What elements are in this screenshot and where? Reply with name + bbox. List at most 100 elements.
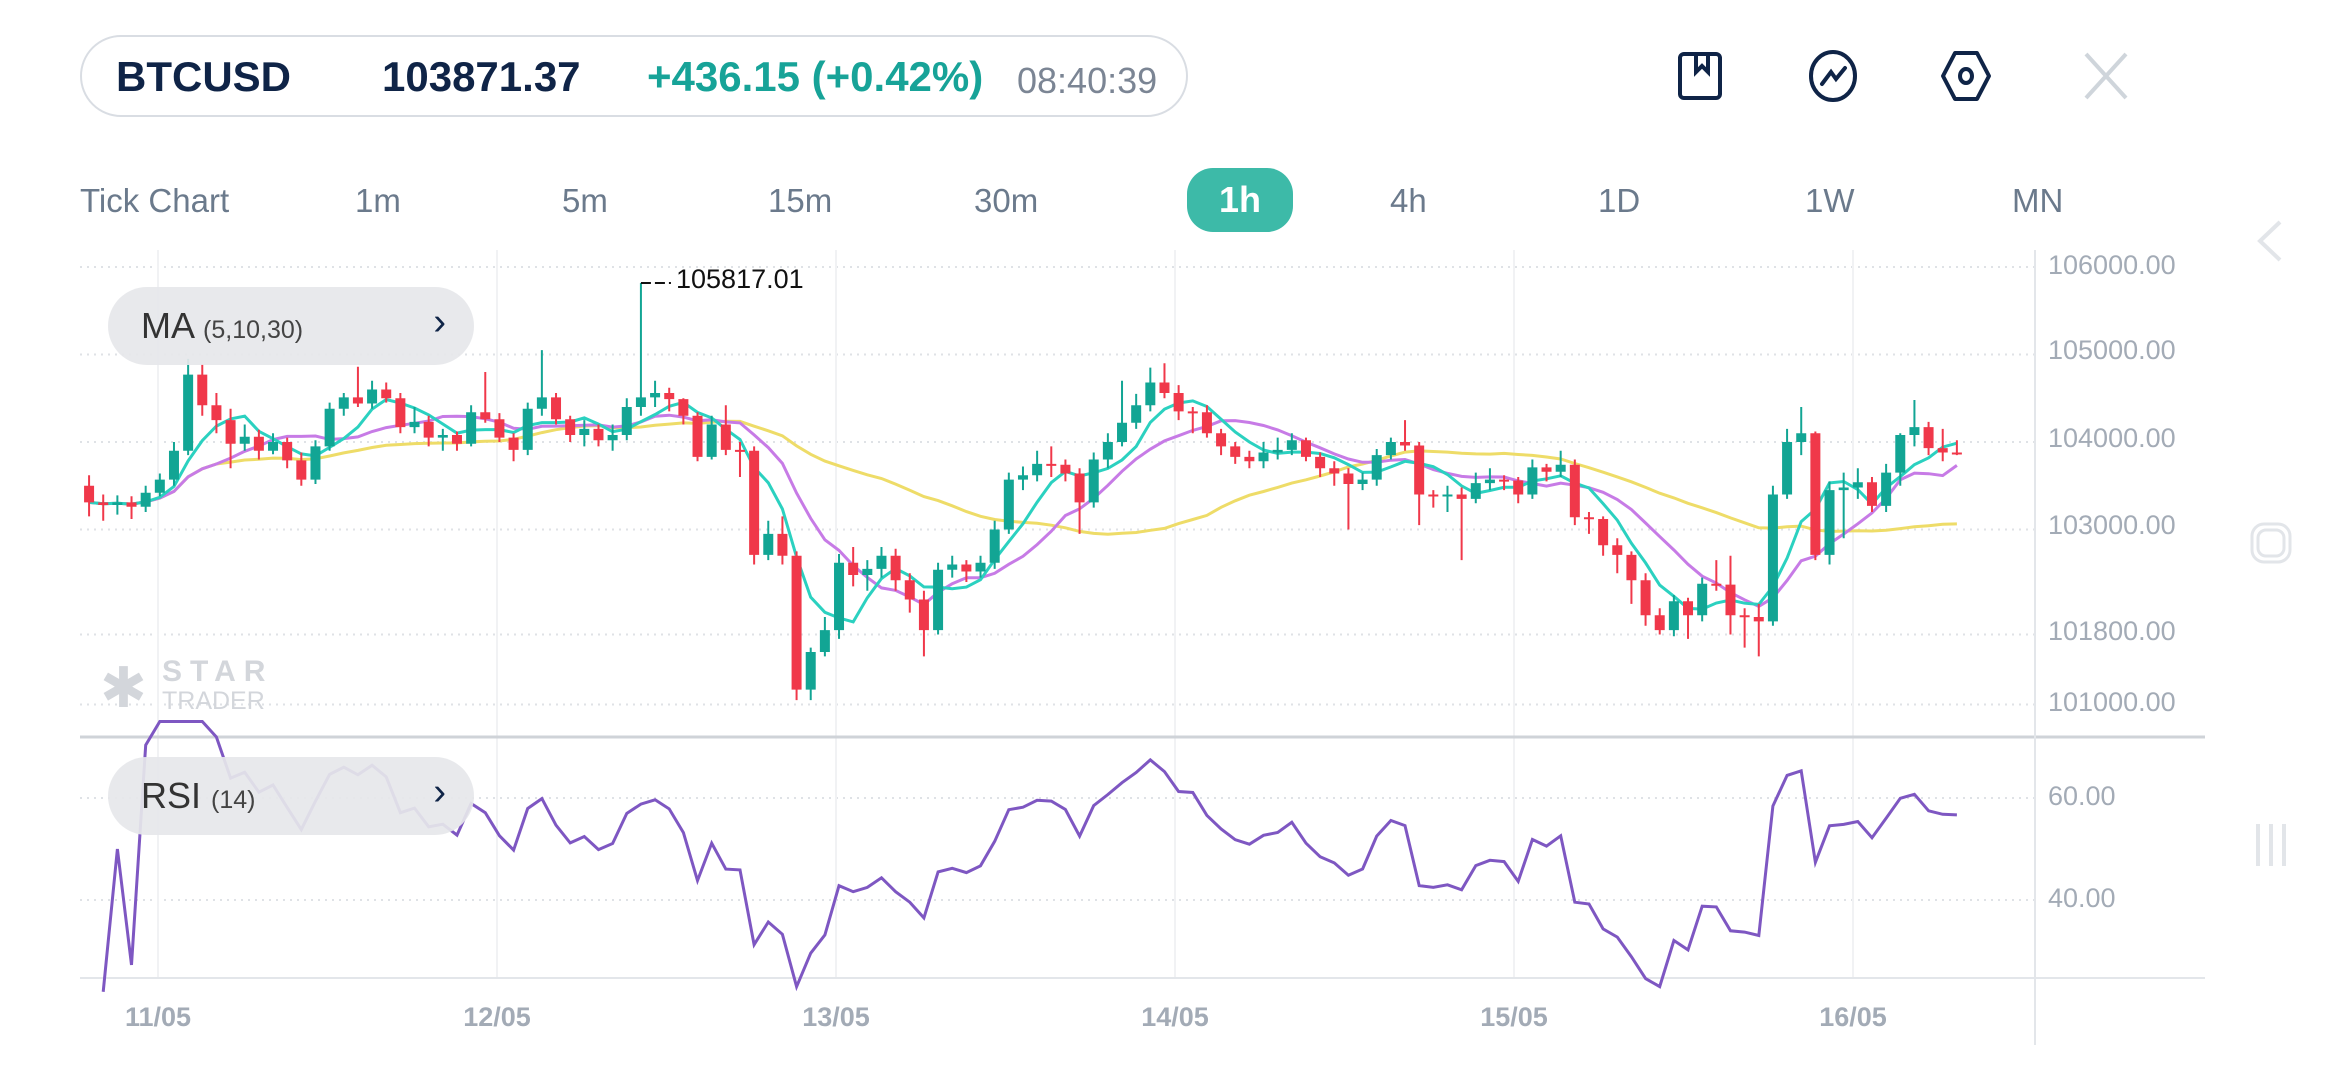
candle (1697, 577, 1708, 622)
candle-body (1060, 464, 1071, 474)
candle (1796, 407, 1807, 456)
candle-body (650, 393, 661, 398)
timeframe-5m[interactable]: 5m (562, 182, 608, 219)
candle-body (862, 568, 873, 575)
moving-averages (88, 397, 1958, 624)
candle-body (975, 562, 986, 572)
menu-bars-icon[interactable] (2248, 822, 2294, 868)
candle-body (211, 405, 222, 421)
timeframe-1m[interactable]: 1m (355, 182, 401, 219)
chevron-left-icon[interactable] (2248, 218, 2294, 264)
candle-body (1937, 448, 1948, 453)
candle (989, 520, 1000, 569)
candle-body (1003, 479, 1014, 530)
candle (1767, 485, 1778, 626)
timeframe-1h[interactable]: 1h (1187, 168, 1293, 232)
indicator-chart-icon[interactable] (1805, 48, 1861, 104)
candle-body (338, 397, 349, 409)
candle-body (1187, 411, 1198, 414)
candle (1513, 477, 1524, 504)
candle-body (395, 398, 406, 428)
bookmark-icon[interactable] (1672, 48, 1728, 104)
candle (1683, 597, 1694, 639)
candle-body (1810, 433, 1821, 555)
ma-name: MA (141, 305, 194, 346)
candle (1456, 487, 1467, 561)
rsi-name: RSI (141, 775, 202, 816)
candle-body (466, 412, 477, 444)
candle-body (1683, 601, 1694, 616)
candle-body (1881, 472, 1892, 506)
candle (140, 485, 151, 512)
candle (310, 440, 321, 484)
candle-body (1315, 456, 1326, 469)
candle-body (692, 415, 703, 457)
last-price: 103871.37 (382, 53, 581, 100)
candle (451, 431, 462, 451)
candle-body (607, 435, 618, 441)
candle-body (494, 419, 505, 438)
settings-hexagon-icon[interactable] (1938, 48, 1994, 104)
candle-body (268, 442, 279, 451)
candle-body (1923, 427, 1934, 449)
rounded-square-icon[interactable] (2248, 520, 2294, 566)
candle (749, 446, 760, 565)
candle-body (961, 564, 972, 572)
candle (84, 475, 95, 517)
timeframe-4h[interactable]: 4h (1390, 182, 1427, 219)
candle-body (1527, 467, 1538, 495)
candle (876, 547, 887, 578)
candle-body (1569, 464, 1580, 518)
candle-body (890, 555, 901, 581)
candle-body (1725, 584, 1736, 616)
candle-body (1258, 452, 1269, 462)
candle-body (1909, 427, 1920, 435)
candle-body (1244, 456, 1255, 462)
candle (805, 647, 816, 701)
candle-body (1230, 446, 1241, 457)
candle-body (834, 562, 845, 631)
candle (692, 412, 703, 462)
timeframe-1d[interactable]: 1D (1598, 182, 1641, 219)
candle (791, 551, 802, 701)
candle-body (1612, 545, 1623, 555)
candle-body (522, 408, 533, 450)
candle-body (253, 436, 264, 451)
rsi-indicator-button[interactable]: RSI (14) › (108, 757, 474, 835)
timeframe-30m[interactable]: 30m (974, 182, 1039, 219)
candles (84, 282, 1962, 701)
ma-indicator-button[interactable]: MA (5,10,30) › (108, 287, 474, 365)
candle (1102, 433, 1113, 469)
candle-body (381, 389, 392, 399)
candle (579, 420, 590, 447)
timeframe-1w[interactable]: 1W (1805, 182, 1855, 219)
timeframe-15m[interactable]: 15m (768, 182, 833, 219)
candle-body (1201, 412, 1212, 434)
candle (239, 424, 250, 451)
timeframe-tick-chart[interactable]: Tick Chart (80, 182, 230, 219)
candle-body (1456, 494, 1467, 499)
timeframe-mn[interactable]: MN (2012, 182, 2064, 219)
candle-body (1824, 490, 1835, 555)
candle-body (933, 569, 944, 631)
candle (1951, 440, 1962, 456)
candle-body (409, 421, 420, 428)
candle (961, 560, 972, 582)
candle (1569, 459, 1580, 526)
candle-body (720, 424, 731, 450)
candle-body (183, 374, 194, 451)
candle (933, 562, 944, 635)
candle-body (1300, 440, 1311, 457)
candle (1244, 450, 1255, 469)
candle-body (1697, 583, 1708, 616)
candle-body (1541, 467, 1552, 472)
candle (1484, 468, 1495, 491)
candle-body (1074, 473, 1085, 503)
candle-body (168, 450, 179, 480)
candle (565, 415, 576, 442)
candle-body (1272, 449, 1283, 453)
close-icon[interactable] (2078, 48, 2134, 104)
candle (1739, 608, 1750, 648)
candle-body (1414, 445, 1425, 495)
